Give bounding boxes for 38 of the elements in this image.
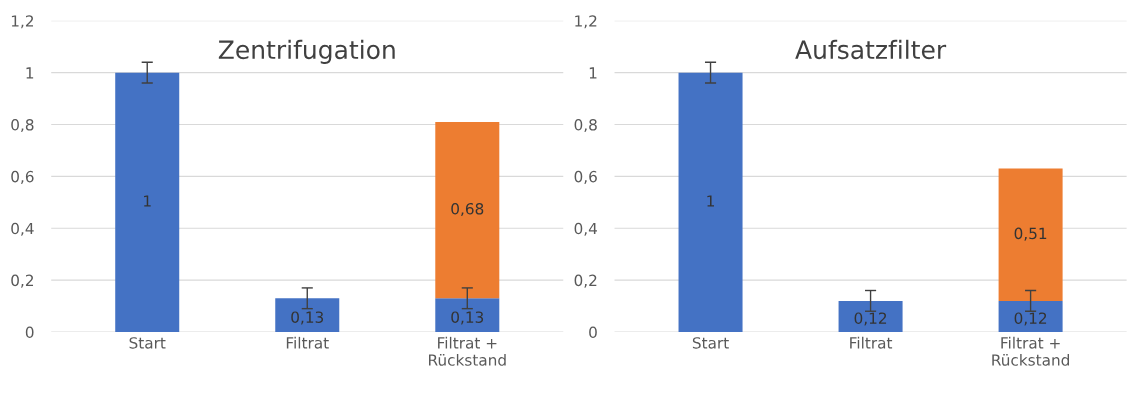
y-tick-label: 0,8 (574, 118, 597, 133)
bar (838, 300, 903, 332)
data-label: 0,51 (1014, 227, 1047, 241)
y-tick-label: 0,6 (11, 170, 34, 184)
bar (998, 168, 1063, 301)
y-tick-label: 0,4 (574, 222, 597, 236)
bar (275, 298, 340, 332)
x-tick-label: Filtrat + Rückstand (429, 336, 506, 366)
y-tick-label: 0,4 (11, 222, 34, 236)
data-label: 0,68 (451, 202, 484, 217)
y-tick-label: 0 (25, 326, 34, 339)
y-tick-label: 1,2 (11, 15, 34, 29)
data-label: 0,12 (854, 312, 887, 326)
x-tick-label: Filtrat (850, 336, 893, 349)
x-tick-label: Start (692, 337, 729, 349)
text: Aufsatzfilter (795, 39, 947, 60)
x-tick-label: Filtrat (286, 336, 329, 349)
y-tick-label: 1,2 (575, 15, 597, 29)
data-label: 1 (707, 195, 714, 207)
bar (115, 72, 180, 332)
y-tick-label: 0 (589, 326, 597, 339)
y-tick-label: 0,6 (574, 170, 597, 184)
data-label: 0,12 (1014, 312, 1047, 326)
y-tick-label: 1 (589, 67, 597, 79)
y-tick-label: 1 (26, 67, 34, 79)
y-tick-label: 0,8 (11, 118, 34, 133)
bar (435, 121, 500, 299)
x-tick-label: Filtrat + Rückstand (992, 336, 1069, 366)
y-tick-label: 0,2 (574, 274, 597, 288)
bar (435, 298, 500, 332)
data-label: 1 (144, 195, 151, 207)
y-tick-label: 0,2 (11, 274, 34, 288)
data-label: 0,13 (451, 311, 484, 325)
data-label: 0,13 (291, 311, 324, 325)
bar (678, 72, 743, 332)
text: Zentrifugation (218, 39, 395, 64)
bar (998, 300, 1063, 332)
x-tick-label: Start (129, 337, 166, 349)
